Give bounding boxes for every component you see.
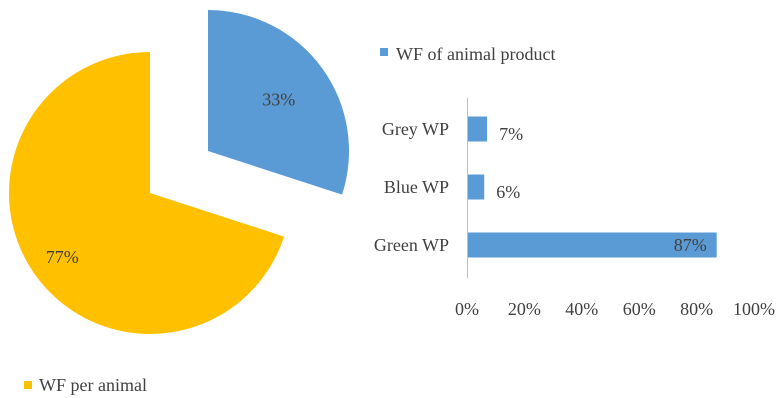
pie-slice-1: [208, 10, 350, 195]
pie-chart: 33% 77%: [9, 10, 350, 334]
x-tick-label-2: 20%: [508, 299, 541, 319]
pie-slice-2: [9, 51, 285, 334]
bar-chart: Grey WP 7% Blue WP 6% Green WP 87% 0% 20% 40% 60%…: [374, 98, 775, 319]
bar-category-label-1: Grey WP: [382, 119, 449, 139]
bar-data-label-2: 6%: [496, 182, 520, 202]
bar-data-label-3: 87%: [674, 235, 707, 255]
x-tick-label-6: 100%: [733, 299, 775, 319]
bar-1: [468, 116, 488, 142]
legend-label-2: WF per animal: [39, 375, 147, 395]
x-tick-label-5: 80%: [680, 299, 713, 319]
bar-3: [468, 232, 717, 258]
chart-legend: WF of animal product WF per animal: [24, 44, 555, 395]
x-tick-label-1: 0%: [455, 299, 479, 319]
legend-swatch-1: [380, 48, 388, 56]
legend-label-1: WF of animal product: [396, 44, 555, 64]
bar-2: [468, 174, 485, 200]
x-tick-label-4: 60%: [623, 299, 656, 319]
legend-swatch-2: [24, 381, 32, 389]
pie-slice-label-2: 77%: [46, 247, 79, 267]
bar-data-label-1: 7%: [499, 124, 523, 144]
bar-category-label-2: Blue WP: [384, 177, 449, 197]
x-tick-label-3: 40%: [565, 299, 598, 319]
bar-category-label-3: Green WP: [374, 235, 449, 255]
pie-slice-label-1: 33%: [262, 90, 295, 110]
